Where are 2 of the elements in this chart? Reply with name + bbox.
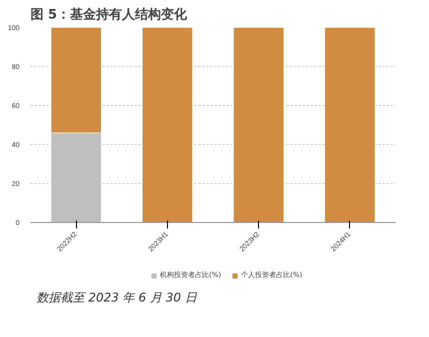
text: 数据截至 2023 年 6 月 30 日 <box>36 290 198 304</box>
chart-title: 图 5：基金持有人结构变化 <box>30 6 188 22</box>
